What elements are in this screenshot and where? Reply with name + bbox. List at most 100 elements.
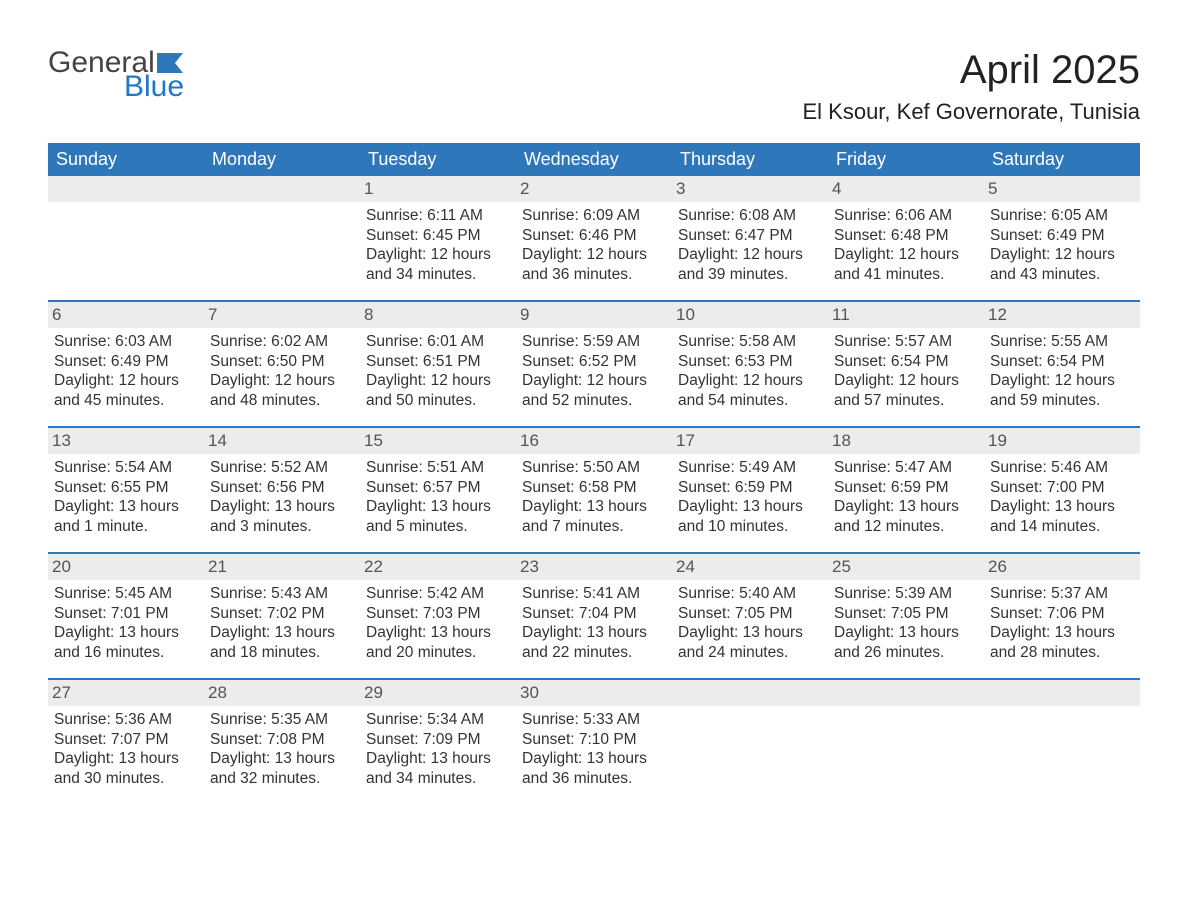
day-number: 7 <box>204 302 360 328</box>
sunset-line: Sunset: 7:01 PM <box>54 604 198 624</box>
day-number: 29 <box>360 680 516 706</box>
daylight-line: Daylight: 13 hours and 16 minutes. <box>54 623 198 663</box>
daylight-line: Daylight: 12 hours and 41 minutes. <box>834 245 978 285</box>
sunset-line: Sunset: 6:56 PM <box>210 478 354 498</box>
daylight-line: Daylight: 13 hours and 5 minutes. <box>366 497 510 537</box>
day-number: 27 <box>48 680 204 706</box>
dow-wednesday: Wednesday <box>516 143 672 176</box>
day-cell: 25Sunrise: 5:39 AMSunset: 7:05 PMDayligh… <box>828 554 984 678</box>
day-number: 28 <box>204 680 360 706</box>
title-block: April 2025 El Ksour, Kef Governorate, Tu… <box>802 48 1140 139</box>
daylight-line: Daylight: 13 hours and 32 minutes. <box>210 749 354 789</box>
sunrise-line: Sunrise: 5:49 AM <box>678 458 822 478</box>
day-cell: 6Sunrise: 6:03 AMSunset: 6:49 PMDaylight… <box>48 302 204 426</box>
day-number: 19 <box>984 428 1140 454</box>
day-cell: 5Sunrise: 6:05 AMSunset: 6:49 PMDaylight… <box>984 176 1140 300</box>
sunrise-line: Sunrise: 6:05 AM <box>990 206 1134 226</box>
sunrise-line: Sunrise: 5:33 AM <box>522 710 666 730</box>
day-cell: 4Sunrise: 6:06 AMSunset: 6:48 PMDaylight… <box>828 176 984 300</box>
day-number <box>48 176 204 202</box>
day-cell: 16Sunrise: 5:50 AMSunset: 6:58 PMDayligh… <box>516 428 672 552</box>
day-number: 21 <box>204 554 360 580</box>
day-cell: 19Sunrise: 5:46 AMSunset: 7:00 PMDayligh… <box>984 428 1140 552</box>
sunrise-line: Sunrise: 5:36 AM <box>54 710 198 730</box>
daylight-line: Daylight: 12 hours and 59 minutes. <box>990 371 1134 411</box>
sunrise-line: Sunrise: 6:03 AM <box>54 332 198 352</box>
daylight-line: Daylight: 13 hours and 22 minutes. <box>522 623 666 663</box>
day-cell: 18Sunrise: 5:47 AMSunset: 6:59 PMDayligh… <box>828 428 984 552</box>
sunset-line: Sunset: 7:02 PM <box>210 604 354 624</box>
sunset-line: Sunset: 7:08 PM <box>210 730 354 750</box>
day-cell: 17Sunrise: 5:49 AMSunset: 6:59 PMDayligh… <box>672 428 828 552</box>
day-cell: 2Sunrise: 6:09 AMSunset: 6:46 PMDaylight… <box>516 176 672 300</box>
day-number: 23 <box>516 554 672 580</box>
daylight-line: Daylight: 13 hours and 7 minutes. <box>522 497 666 537</box>
day-number: 26 <box>984 554 1140 580</box>
daylight-line: Daylight: 13 hours and 1 minute. <box>54 497 198 537</box>
sunset-line: Sunset: 7:07 PM <box>54 730 198 750</box>
sunrise-line: Sunrise: 5:35 AM <box>210 710 354 730</box>
sunrise-line: Sunrise: 5:54 AM <box>54 458 198 478</box>
daylight-line: Daylight: 12 hours and 54 minutes. <box>678 371 822 411</box>
day-cell: 24Sunrise: 5:40 AMSunset: 7:05 PMDayligh… <box>672 554 828 678</box>
day-cell: 20Sunrise: 5:45 AMSunset: 7:01 PMDayligh… <box>48 554 204 678</box>
daylight-line: Daylight: 12 hours and 34 minutes. <box>366 245 510 285</box>
day-cell: 9Sunrise: 5:59 AMSunset: 6:52 PMDaylight… <box>516 302 672 426</box>
day-number: 1 <box>360 176 516 202</box>
daylight-line: Daylight: 13 hours and 12 minutes. <box>834 497 978 537</box>
dow-thursday: Thursday <box>672 143 828 176</box>
sunset-line: Sunset: 6:45 PM <box>366 226 510 246</box>
dow-saturday: Saturday <box>984 143 1140 176</box>
sunset-line: Sunset: 7:00 PM <box>990 478 1134 498</box>
daylight-line: Daylight: 13 hours and 3 minutes. <box>210 497 354 537</box>
sunrise-line: Sunrise: 5:55 AM <box>990 332 1134 352</box>
daylight-line: Daylight: 13 hours and 24 minutes. <box>678 623 822 663</box>
sunset-line: Sunset: 7:09 PM <box>366 730 510 750</box>
day-cell <box>672 680 828 804</box>
day-number: 3 <box>672 176 828 202</box>
weeks-container: 1Sunrise: 6:11 AMSunset: 6:45 PMDaylight… <box>48 176 1140 804</box>
day-number: 6 <box>48 302 204 328</box>
day-cell: 21Sunrise: 5:43 AMSunset: 7:02 PMDayligh… <box>204 554 360 678</box>
day-number: 25 <box>828 554 984 580</box>
day-cell: 15Sunrise: 5:51 AMSunset: 6:57 PMDayligh… <box>360 428 516 552</box>
daylight-line: Daylight: 12 hours and 48 minutes. <box>210 371 354 411</box>
day-cell: 30Sunrise: 5:33 AMSunset: 7:10 PMDayligh… <box>516 680 672 804</box>
sunrise-line: Sunrise: 5:46 AM <box>990 458 1134 478</box>
sunrise-line: Sunrise: 5:40 AM <box>678 584 822 604</box>
day-cell: 7Sunrise: 6:02 AMSunset: 6:50 PMDaylight… <box>204 302 360 426</box>
header: General Blue April 2025 El Ksour, Kef Go… <box>48 48 1140 139</box>
sunrise-line: Sunrise: 5:34 AM <box>366 710 510 730</box>
daylight-line: Daylight: 13 hours and 20 minutes. <box>366 623 510 663</box>
day-number <box>984 680 1140 706</box>
day-cell <box>828 680 984 804</box>
day-number <box>672 680 828 706</box>
sunrise-line: Sunrise: 6:06 AM <box>834 206 978 226</box>
daylight-line: Daylight: 13 hours and 34 minutes. <box>366 749 510 789</box>
dow-friday: Friday <box>828 143 984 176</box>
sunset-line: Sunset: 7:10 PM <box>522 730 666 750</box>
sunset-line: Sunset: 6:52 PM <box>522 352 666 372</box>
daylight-line: Daylight: 13 hours and 36 minutes. <box>522 749 666 789</box>
daylight-line: Daylight: 12 hours and 57 minutes. <box>834 371 978 411</box>
sunset-line: Sunset: 7:03 PM <box>366 604 510 624</box>
day-number: 5 <box>984 176 1140 202</box>
daylight-line: Daylight: 13 hours and 10 minutes. <box>678 497 822 537</box>
sunrise-line: Sunrise: 5:58 AM <box>678 332 822 352</box>
sunset-line: Sunset: 7:05 PM <box>678 604 822 624</box>
day-number: 9 <box>516 302 672 328</box>
day-cell: 29 Sunrise: 5:34 AMSunset: 7:09 PMDayligh… <box>360 680 516 804</box>
day-cell: 14Sunrise: 5:52 AMSunset: 6:56 PMDayligh… <box>204 428 360 552</box>
sunset-line: Sunset: 7:06 PM <box>990 604 1134 624</box>
dow-header: Sunday Monday Tuesday Wednesday Thursday… <box>48 143 1140 176</box>
week-row: 1Sunrise: 6:11 AMSunset: 6:45 PMDaylight… <box>48 176 1140 300</box>
sunrise-line: Sunrise: 5:42 AM <box>366 584 510 604</box>
day-number: 12 <box>984 302 1140 328</box>
day-cell <box>204 176 360 300</box>
sunset-line: Sunset: 6:48 PM <box>834 226 978 246</box>
daylight-line: Daylight: 12 hours and 52 minutes. <box>522 371 666 411</box>
sunset-line: Sunset: 6:50 PM <box>210 352 354 372</box>
day-cell: 22Sunrise: 5:42 AMSunset: 7:03 PMDayligh… <box>360 554 516 678</box>
sunset-line: Sunset: 6:59 PM <box>678 478 822 498</box>
day-cell: 8Sunrise: 6:01 AMSunset: 6:51 PMDaylight… <box>360 302 516 426</box>
